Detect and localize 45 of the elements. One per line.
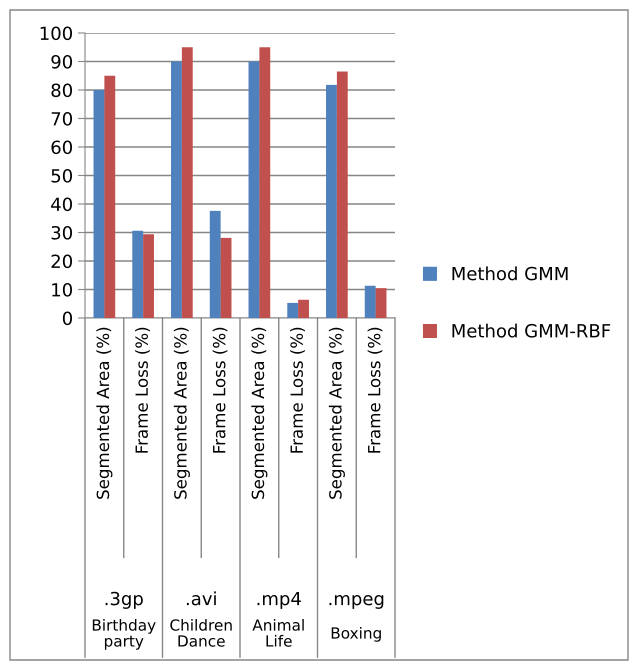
text: .mpeg [330,595,384,609]
x-tick-label: Frame Loss (%) [368,328,382,453]
bar [259,47,270,318]
x-tick-label: Segmented Area (%) [328,328,345,499]
x-tick-label: Frame Loss (%) [290,328,305,453]
text: .mp4 [258,592,301,609]
bar [143,234,154,318]
x-tick-label: Frame Loss (%) [135,328,150,453]
bar [94,90,104,318]
text: .3gp [106,592,143,609]
bar [298,300,309,318]
y-tick-label: 60 [51,140,72,154]
text: Boxing [332,626,381,642]
bar [376,288,386,318]
bar [326,84,337,318]
y-tick-label: 40 [51,197,72,212]
y-tick-label: 0 [62,311,72,326]
y-tick-label: 100 [40,26,72,40]
x-tick-label: Segmented Area (%) [174,328,190,499]
bar [104,76,116,318]
bar [220,238,232,318]
x-tick-label: Segmented Area (%) [96,328,112,499]
x-tick-label: Segmented Area (%) [251,328,268,499]
y-tick-label: 50 [52,168,72,183]
bar [210,210,221,318]
bar [287,302,298,318]
bar [364,286,376,318]
text: .avi [186,591,216,606]
y-tick-label: 20 [52,254,72,268]
bar [171,62,182,318]
y-tick-label: 70 [52,112,72,126]
text: Children Dance [170,618,232,647]
legend-label: Method GMM-RBF [452,324,610,338]
y-tick-label: 90 [51,54,72,69]
legend-label: Method GMM [452,266,568,280]
y-tick-label: 80 [51,83,72,98]
bar [336,71,348,318]
bar [182,47,193,318]
x-tick-label: Frame Loss (%) [212,328,228,453]
y-tick-label: 10 [52,282,72,297]
y-tick-label: 30 [52,226,72,240]
text: Birthday party [92,618,156,650]
bar [132,230,144,318]
bar [248,62,260,318]
text: Animal Life [252,618,304,647]
